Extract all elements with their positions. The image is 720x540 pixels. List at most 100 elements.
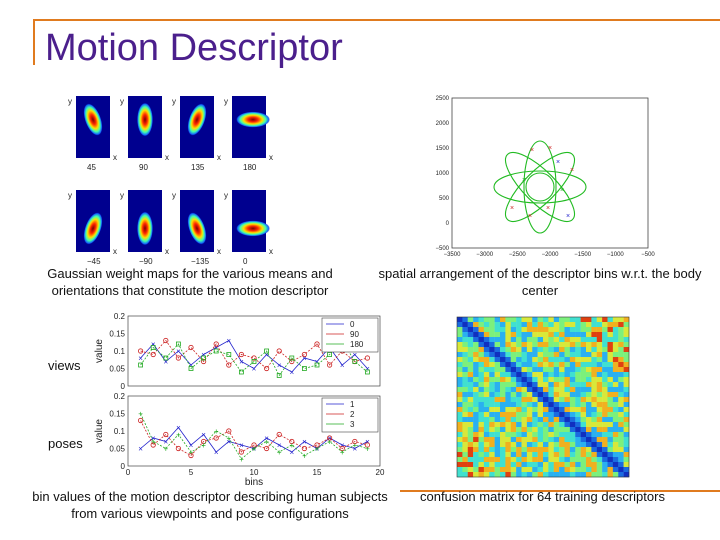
weight-map-axis-x: x (217, 153, 221, 162)
data-point (213, 435, 219, 441)
data-point: + (163, 445, 168, 454)
weight-map-angle-label: −45 (87, 257, 101, 266)
data-point (201, 355, 206, 361)
weight-map-panel: y x 90 (120, 96, 169, 172)
data-point: + (189, 448, 194, 457)
data-point: + (239, 455, 244, 464)
weight-map-panel: y x 135 (172, 96, 221, 172)
data-point (289, 438, 295, 445)
data-point (163, 355, 169, 361)
weight-map-panel: y x 45 (68, 96, 117, 172)
spatial-y-tick: 2000 (436, 121, 450, 127)
y-tick-label: 0.1 (114, 347, 126, 356)
data-point (364, 442, 370, 448)
data-point (137, 348, 144, 354)
weight-map-axis-x: x (165, 153, 169, 162)
data-point: + (226, 434, 231, 443)
data-point (276, 431, 282, 438)
data-point: × (365, 438, 370, 447)
row-label-poses: poses (48, 436, 83, 451)
x-tick-label: 15 (313, 468, 322, 477)
data-point (213, 348, 219, 354)
weight-map-angle-label: −90 (139, 257, 153, 266)
data-point: × (239, 358, 244, 367)
weight-map-angle-label: 135 (191, 163, 205, 172)
data-point (251, 359, 257, 364)
weight-map-angle-label: 180 (243, 163, 257, 172)
data-point: + (340, 448, 345, 457)
series-line (140, 426, 368, 453)
data-point (163, 337, 169, 344)
spatial-x-tick: −3500 (444, 252, 462, 258)
x-tick-label: 0 (126, 468, 131, 477)
data-point (264, 348, 270, 354)
data-point: × (252, 445, 257, 454)
slide-border-top (33, 19, 720, 21)
data-point: × (289, 368, 294, 377)
data-point: × (138, 354, 143, 363)
weight-map-panel: y x −90 (120, 190, 169, 266)
views-line-chart: 0.20.150.10.050value×××××××××××××××××××0… (94, 312, 381, 391)
y-axis-label: value (94, 339, 105, 363)
spatial-marker: × (528, 213, 532, 220)
legend-label: 3 (350, 420, 355, 429)
data-point: × (352, 445, 357, 454)
data-point: × (201, 431, 206, 440)
spatial-marker: × (566, 213, 570, 220)
weight-map-panel: y x −135 (172, 190, 221, 266)
weight-map-axis-y: y (172, 191, 176, 200)
data-point (176, 341, 181, 347)
weight-map-panel: y x 0 (224, 190, 273, 266)
data-point: × (277, 441, 282, 450)
data-point: + (176, 431, 181, 440)
legend-label: 90 (350, 330, 359, 339)
data-point (314, 341, 320, 347)
weight-map-axis-x: x (269, 247, 273, 256)
data-point (213, 341, 219, 347)
data-point (150, 351, 156, 358)
y-tick-label: 0.2 (114, 392, 126, 401)
data-point: + (327, 438, 332, 447)
spatial-marker: × (522, 177, 526, 184)
descriptor-bin-ellipse (523, 140, 557, 234)
series-line (140, 339, 368, 377)
spatial-marker: × (560, 187, 564, 194)
data-point (301, 351, 307, 358)
caption-spatial: spatial arrangement of the descriptor bi… (378, 266, 702, 298)
spatial-marker: × (548, 145, 552, 152)
x-axis-label: bins (245, 477, 263, 488)
data-point (314, 362, 320, 368)
weight-map-axis-x: x (269, 153, 273, 162)
x-tick-label: 5 (189, 468, 194, 477)
data-point (201, 438, 207, 445)
data-point (352, 359, 358, 364)
data-point: × (176, 424, 181, 433)
spatial-marker: × (546, 205, 550, 212)
data-point (226, 352, 232, 357)
data-point: + (264, 438, 269, 447)
data-point (364, 355, 370, 361)
spatial-y-tick: 1000 (436, 171, 450, 177)
data-point (226, 362, 232, 368)
spatial-x-tick: −1000 (607, 252, 625, 258)
y-tick-label: 0.2 (114, 312, 126, 321)
data-point: × (340, 361, 345, 370)
weight-map-axis-x: x (217, 247, 221, 256)
caption-confusion: confusion matrix for 64 training descrip… (420, 489, 665, 504)
data-point (201, 358, 207, 365)
data-point: × (340, 441, 345, 450)
spatial-y-tick: 500 (439, 196, 450, 202)
data-point: × (189, 441, 194, 450)
data-point: + (352, 441, 357, 450)
data-point: × (352, 351, 357, 360)
y-axis-label: value (94, 419, 105, 443)
data-point (238, 449, 244, 455)
spatial-marker: × (530, 147, 534, 154)
data-point: × (239, 441, 244, 450)
spatial-marker: × (510, 205, 514, 212)
y-tick-label: 0.1 (114, 427, 126, 436)
data-point: × (163, 438, 168, 447)
weight-map-angle-label: −135 (191, 257, 210, 266)
spatial-arrangement-plot: −3500 −3000 −2500 −2000 −1500 −1000 −500 2500 20… (435, 96, 655, 258)
weight-map-angle-label: 0 (243, 257, 248, 266)
